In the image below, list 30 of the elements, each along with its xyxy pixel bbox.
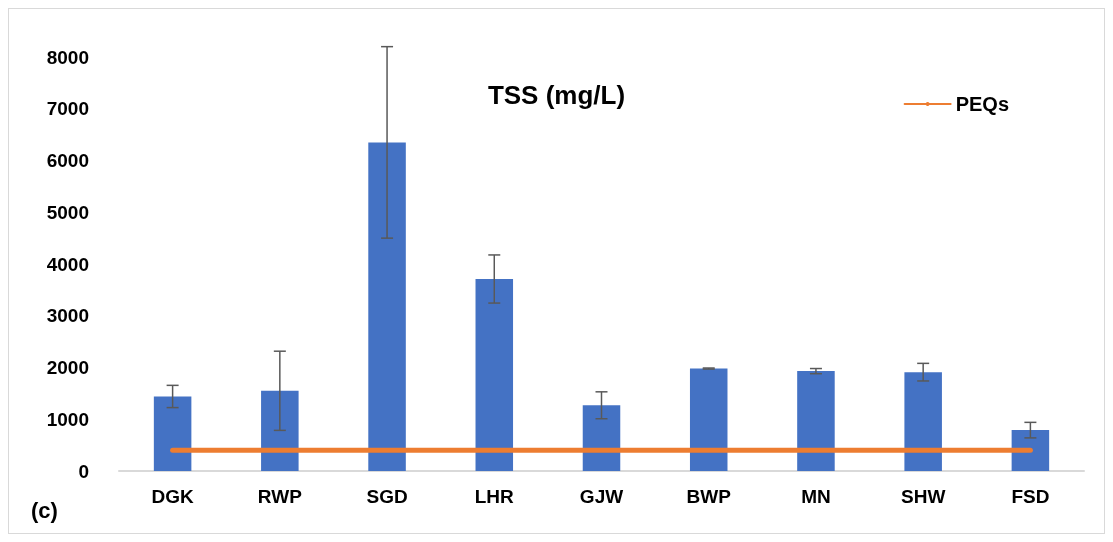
- x-tick-label: FSD: [1011, 486, 1050, 507]
- bar: [368, 142, 406, 471]
- bar: [582, 405, 621, 471]
- x-tick-label: MN: [801, 486, 831, 507]
- x-tick-label: DGK: [151, 486, 194, 507]
- x-tick-label: SGD: [366, 486, 408, 507]
- y-tick-label: 8000: [46, 46, 89, 68]
- bar: [689, 368, 728, 471]
- y-tick-label: 3000: [46, 305, 89, 327]
- text: (c): [31, 497, 58, 523]
- legend-label: PEQs: [955, 93, 1009, 115]
- bar: [261, 390, 299, 471]
- x-tick-label: BWP: [686, 486, 732, 507]
- bar: [1011, 430, 1050, 471]
- bar: [475, 279, 514, 471]
- x-tick-label: GJW: [579, 486, 624, 507]
- y-tick-label: 7000: [46, 98, 89, 120]
- text: TSS (mg/L): [487, 80, 626, 110]
- y-tick-label: 6000: [46, 150, 89, 171]
- y-tick-label: 2000: [46, 357, 89, 378]
- bar: [904, 372, 942, 471]
- y-tick-label: 5000: [46, 201, 89, 223]
- x-tick-label: SHW: [901, 486, 946, 507]
- bar: [153, 396, 192, 471]
- bar: [797, 371, 835, 471]
- x-tick-label: LHR: [474, 486, 515, 507]
- x-tick-label: RWP: [257, 486, 303, 507]
- y-tick-label: 4000: [46, 253, 89, 275]
- y-tick-label: 0: [78, 460, 89, 482]
- y-tick-label: 1000: [46, 408, 89, 430]
